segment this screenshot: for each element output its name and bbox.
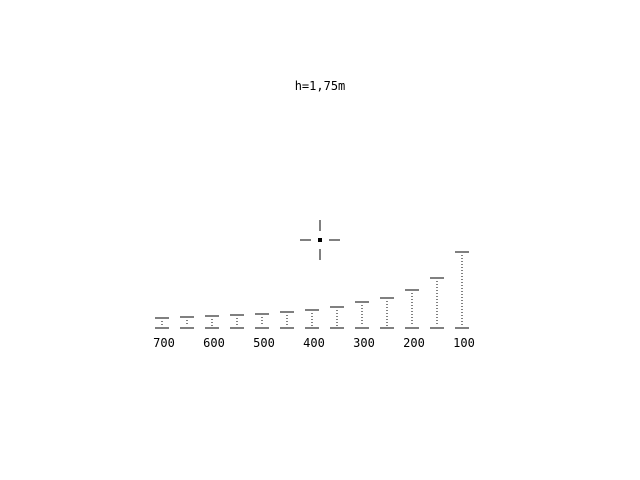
range-mark [255, 313, 269, 329]
range-label: 600 [203, 336, 225, 350]
height-label: h=1,75m [294, 79, 346, 93]
range-mark [355, 301, 369, 329]
range-label: 200 [403, 336, 425, 350]
range-mark [305, 309, 319, 329]
range-mark [330, 306, 344, 329]
range-label: 300 [353, 336, 375, 350]
range-mark [280, 311, 294, 329]
range-mark [180, 316, 194, 329]
range-label: 500 [253, 336, 275, 350]
range-mark [155, 317, 169, 329]
range-mark [380, 297, 394, 329]
range-mark [430, 277, 444, 329]
range-mark [205, 315, 219, 329]
range-mark [405, 289, 419, 329]
range-label: 700 [153, 336, 175, 350]
range-mark [230, 314, 244, 329]
range-ladder [155, 251, 469, 329]
crosshair-icon [300, 220, 340, 260]
range-label: 400 [303, 336, 325, 350]
range-label: 100 [453, 336, 475, 350]
range-labels: 700 600 500 400 300 200 100 [153, 336, 475, 350]
range-mark [455, 251, 469, 329]
